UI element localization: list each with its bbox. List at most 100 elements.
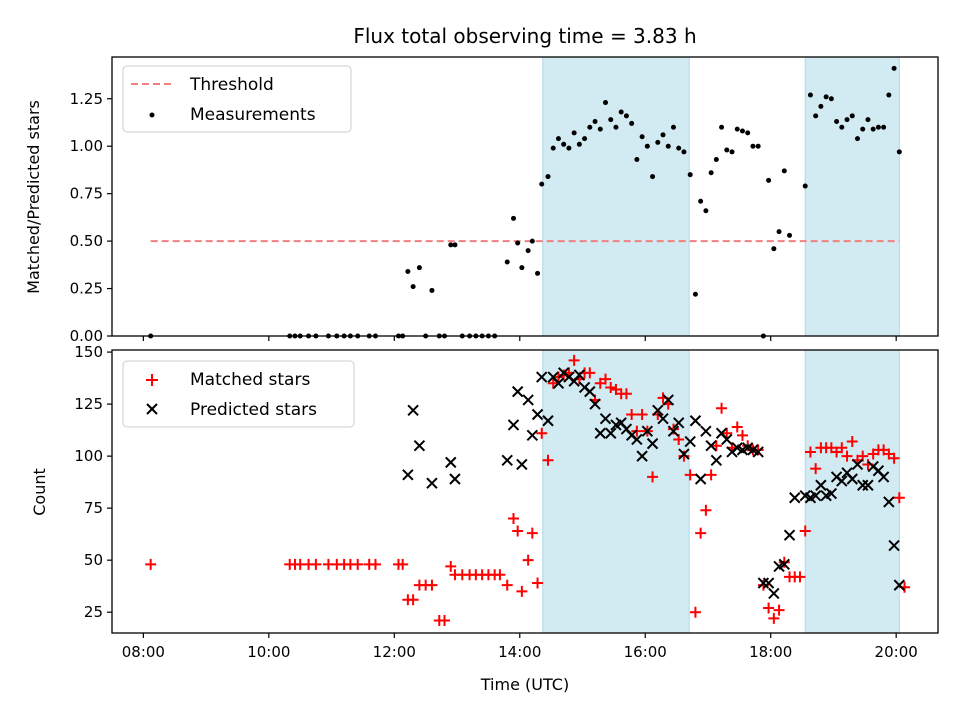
measurement-point: [750, 143, 756, 149]
top-x-ticks: [142, 336, 897, 341]
predicted-star-point: [662, 394, 674, 406]
predicted-star-point: [413, 440, 426, 452]
measurement-point: [886, 92, 892, 98]
measurement-point: [870, 126, 876, 132]
matched-star-point: [536, 427, 548, 439]
predicted-star-point: [836, 475, 848, 487]
threshold-legend-label: Threshold: [189, 75, 274, 95]
y-tick-label: 1.25: [70, 90, 103, 108]
matched-star-point: [620, 388, 632, 400]
top-legend: Threshold Measurements: [122, 65, 352, 133]
matched-star-point: [773, 604, 785, 616]
measurement-point: [587, 124, 593, 130]
measurement-point: [713, 156, 719, 162]
top-y-axis: 0.00 0.25 0.50 0.75 1.00 1.25: [70, 90, 112, 345]
matched-star-point: [542, 454, 554, 466]
x-tick-label: 20:00: [875, 643, 918, 661]
measurement-point: [766, 177, 772, 183]
predicted-star-point: [783, 529, 796, 541]
x-axis-label: Time (UTC): [480, 675, 569, 694]
matched-star-point: [731, 421, 743, 433]
bottom-legend: Matched stars Predicted stars: [122, 360, 355, 428]
x-tick-label: 12:00: [373, 643, 416, 661]
measurement-point: [875, 124, 881, 130]
x-tick-label: 14:00: [498, 643, 541, 661]
predicted-star-point: [893, 579, 906, 591]
predicted-star-point: [883, 496, 895, 508]
x-tick-label: 08:00: [122, 643, 165, 661]
top-legend-box: [122, 65, 352, 133]
y-tick-label: 0.75: [70, 185, 103, 203]
predicted-star-point: [862, 479, 874, 491]
measurement-point: [670, 124, 676, 130]
measurement-point: [576, 141, 582, 147]
y-tick-label: 0.50: [70, 232, 103, 250]
matched-star-point: [512, 525, 524, 537]
measurement-point: [687, 172, 693, 178]
predicted-star-point: [589, 398, 601, 410]
y-tick-label: 0.25: [70, 280, 103, 298]
top-plot-frame: [111, 56, 939, 337]
measurement-point: [539, 181, 545, 187]
matched-legend-swatch: [146, 374, 158, 386]
measurement-point: [807, 92, 813, 98]
observing-window-band: [804, 56, 900, 337]
y-tick-label: 100: [74, 447, 103, 465]
predicted-star-point: [507, 419, 520, 431]
predicted-stars-series: [402, 367, 906, 600]
measurement-point: [597, 126, 603, 132]
measurement-point: [755, 143, 761, 149]
predicted-star-point: [594, 427, 606, 439]
matched-star-point: [397, 558, 409, 570]
predicted-star-point: [449, 473, 461, 485]
measurement-point: [608, 117, 614, 123]
predicted-star-point: [631, 433, 643, 446]
measurement-point: [644, 143, 650, 149]
measurement-point: [571, 130, 577, 136]
measurement-point: [613, 124, 619, 130]
measurement-point: [839, 124, 845, 130]
matched-star-point: [369, 558, 381, 570]
predicted-star-point: [402, 469, 414, 481]
measurement-point: [818, 103, 824, 109]
predicted-star-point: [522, 394, 534, 406]
predicted-star-point: [599, 412, 612, 425]
matched-star-point: [810, 463, 822, 475]
measurement-point: [429, 287, 435, 293]
predicted-star-point: [605, 427, 617, 439]
predicted-star-point: [705, 440, 717, 452]
matched-star-point: [752, 444, 764, 456]
measurement-point: [592, 119, 598, 125]
matched-star-point: [647, 471, 659, 483]
y-tick-label: 0.00: [70, 327, 103, 345]
measurement-point: [623, 113, 629, 119]
predicted-star-point: [646, 437, 659, 450]
measurement-point: [504, 259, 510, 265]
matched-star-point: [532, 577, 544, 589]
predicted-star-point: [542, 415, 554, 427]
matched-star-point: [438, 615, 450, 627]
measurement-point: [660, 132, 666, 138]
measurement-point: [405, 268, 411, 274]
measurement-point: [703, 208, 709, 214]
predicted-star-point: [789, 492, 801, 504]
measurement-point: [515, 240, 521, 246]
matched-star-point: [145, 558, 157, 570]
predicted-star-point: [531, 408, 544, 421]
measurements-legend-label: Measurements: [190, 105, 316, 125]
measurement-point: [639, 134, 645, 140]
x-tick-label: 16:00: [624, 643, 667, 661]
measurement-point: [745, 130, 751, 136]
measurement-point: [813, 113, 819, 119]
measurement-point: [708, 170, 714, 176]
matched-star-point: [600, 373, 612, 385]
predicted-star-point: [672, 417, 685, 429]
matched-star-point: [352, 558, 364, 570]
matched-star-point: [516, 585, 528, 597]
matched-star-point: [584, 367, 596, 379]
measurement-point: [416, 265, 422, 271]
top-y-axis-label: Matched/Predicted stars: [24, 100, 43, 294]
predicted-star-point: [641, 425, 654, 437]
matched-star-point: [804, 446, 816, 458]
measurement-point: [739, 128, 745, 134]
